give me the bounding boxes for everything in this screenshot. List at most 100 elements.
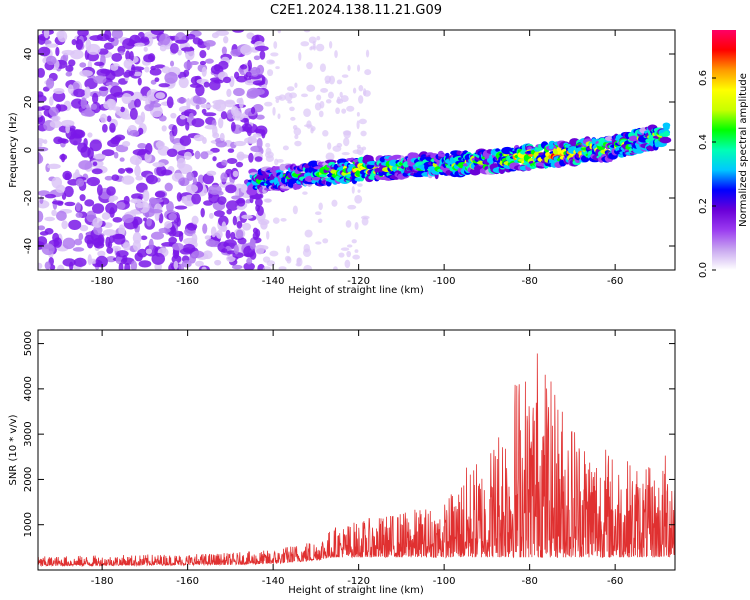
noise-blob: [201, 266, 207, 270]
noise-blob: [129, 155, 143, 166]
noise-blob: [121, 214, 134, 224]
noise-blob: [233, 140, 247, 147]
noise-blob: [205, 58, 214, 64]
noise-blob: [137, 127, 144, 135]
noise-blob: [227, 148, 235, 153]
noise-blob: [161, 66, 171, 74]
noise-blob: [260, 220, 268, 230]
noise-blob: [358, 118, 367, 125]
noise-blob: [202, 173, 214, 185]
noise-blob: [79, 224, 89, 232]
noise-blob: [303, 243, 311, 253]
colorbar-label: Normalized spectral amplitude: [738, 73, 749, 227]
noise-blob: [151, 252, 165, 265]
noise-blob: [327, 91, 334, 99]
noise-blob: [218, 215, 229, 227]
noise-blob: [78, 160, 93, 170]
snr-series-line: [38, 353, 675, 568]
noise-blob: [111, 52, 123, 62]
noise-blob: [122, 140, 131, 147]
noise-blob: [252, 133, 262, 138]
snr-y-label: SNR (10 * v/v): [8, 414, 19, 485]
noise-blob: [254, 244, 265, 255]
noise-blob: [109, 122, 116, 133]
noise-blob: [174, 205, 188, 210]
noise-blob: [298, 52, 302, 62]
noise-blob: [202, 250, 213, 260]
noise-blob: [181, 111, 192, 117]
noise-blob: [292, 124, 298, 130]
noise-blob: [144, 66, 150, 73]
noise-blob: [191, 193, 202, 205]
noise-blob: [208, 192, 220, 204]
noise-blob: [96, 184, 103, 196]
noise-blob: [240, 64, 248, 70]
noise-blob: [351, 239, 357, 244]
noise-blob: [193, 134, 205, 142]
noise-blob: [38, 114, 46, 126]
noise-blob: [63, 185, 74, 198]
noise-blob: [61, 220, 68, 230]
noise-blob: [200, 103, 213, 109]
noise-blob: [152, 162, 165, 168]
noise-blob: [230, 231, 236, 240]
noise-blob: [246, 257, 253, 265]
colorbar: 0.0 0.2 0.4 0.6 Normalized spectral amplitu…: [698, 30, 749, 278]
noise-blob: [134, 42, 145, 47]
noise-blob: [117, 45, 126, 54]
noise-blob: [336, 96, 341, 104]
noise-blob: [212, 103, 222, 110]
noise-blob: [159, 44, 167, 52]
noise-blob: [118, 262, 124, 270]
noise-blob: [111, 174, 120, 181]
noise-blob: [199, 60, 207, 66]
noise-blob: [318, 202, 323, 211]
noise-blob: [125, 50, 131, 61]
noise-blob: [142, 189, 150, 202]
noise-blob: [95, 255, 108, 268]
noise-blob: [38, 35, 46, 45]
noise-blob: [303, 30, 311, 33]
noise-blob: [158, 227, 171, 234]
noise-blob: [73, 257, 87, 268]
noise-blob: [51, 115, 61, 122]
noise-blob: [122, 242, 131, 251]
noise-blob: [145, 248, 153, 255]
noise-blob: [226, 88, 232, 98]
noise-blob: [325, 152, 335, 161]
noise-blob: [181, 47, 195, 52]
noise-blob: [334, 50, 338, 59]
noise-blob: [360, 130, 367, 137]
noise-blob: [319, 63, 326, 73]
noise-blob: [38, 94, 47, 103]
noise-blob: [208, 212, 214, 219]
noise-blob: [38, 236, 48, 247]
noise-blob: [200, 207, 205, 218]
noise-blob: [132, 232, 142, 244]
noise-blob: [170, 60, 175, 67]
noise-blob: [89, 35, 104, 42]
noise-blob: [183, 60, 193, 70]
noise-blob: [201, 137, 207, 144]
noise-blob: [111, 30, 124, 39]
x-tick-label: -60: [607, 276, 623, 287]
noise-blob: [178, 177, 190, 187]
noise-blob: [224, 100, 236, 108]
noise-blob: [104, 30, 112, 40]
noise-blob: [203, 81, 210, 88]
noise-blob: [213, 210, 225, 217]
noise-blob: [364, 69, 372, 76]
noise-blob: [212, 132, 220, 139]
signal-blob: [659, 136, 672, 144]
noise-blob: [358, 85, 364, 92]
noise-blob: [270, 52, 279, 57]
noise-blob: [87, 147, 94, 160]
noise-blob: [341, 74, 349, 78]
noise-blob: [179, 135, 192, 146]
snr-panel: -180 -160 -140 -120 -100 -80 -60 1000 2000 3000 4…: [8, 329, 676, 596]
noise-blob: [232, 215, 238, 226]
noise-blob: [352, 87, 357, 94]
noise-blob: [64, 201, 76, 207]
noise-blob: [170, 112, 177, 119]
noise-blob: [233, 244, 239, 255]
